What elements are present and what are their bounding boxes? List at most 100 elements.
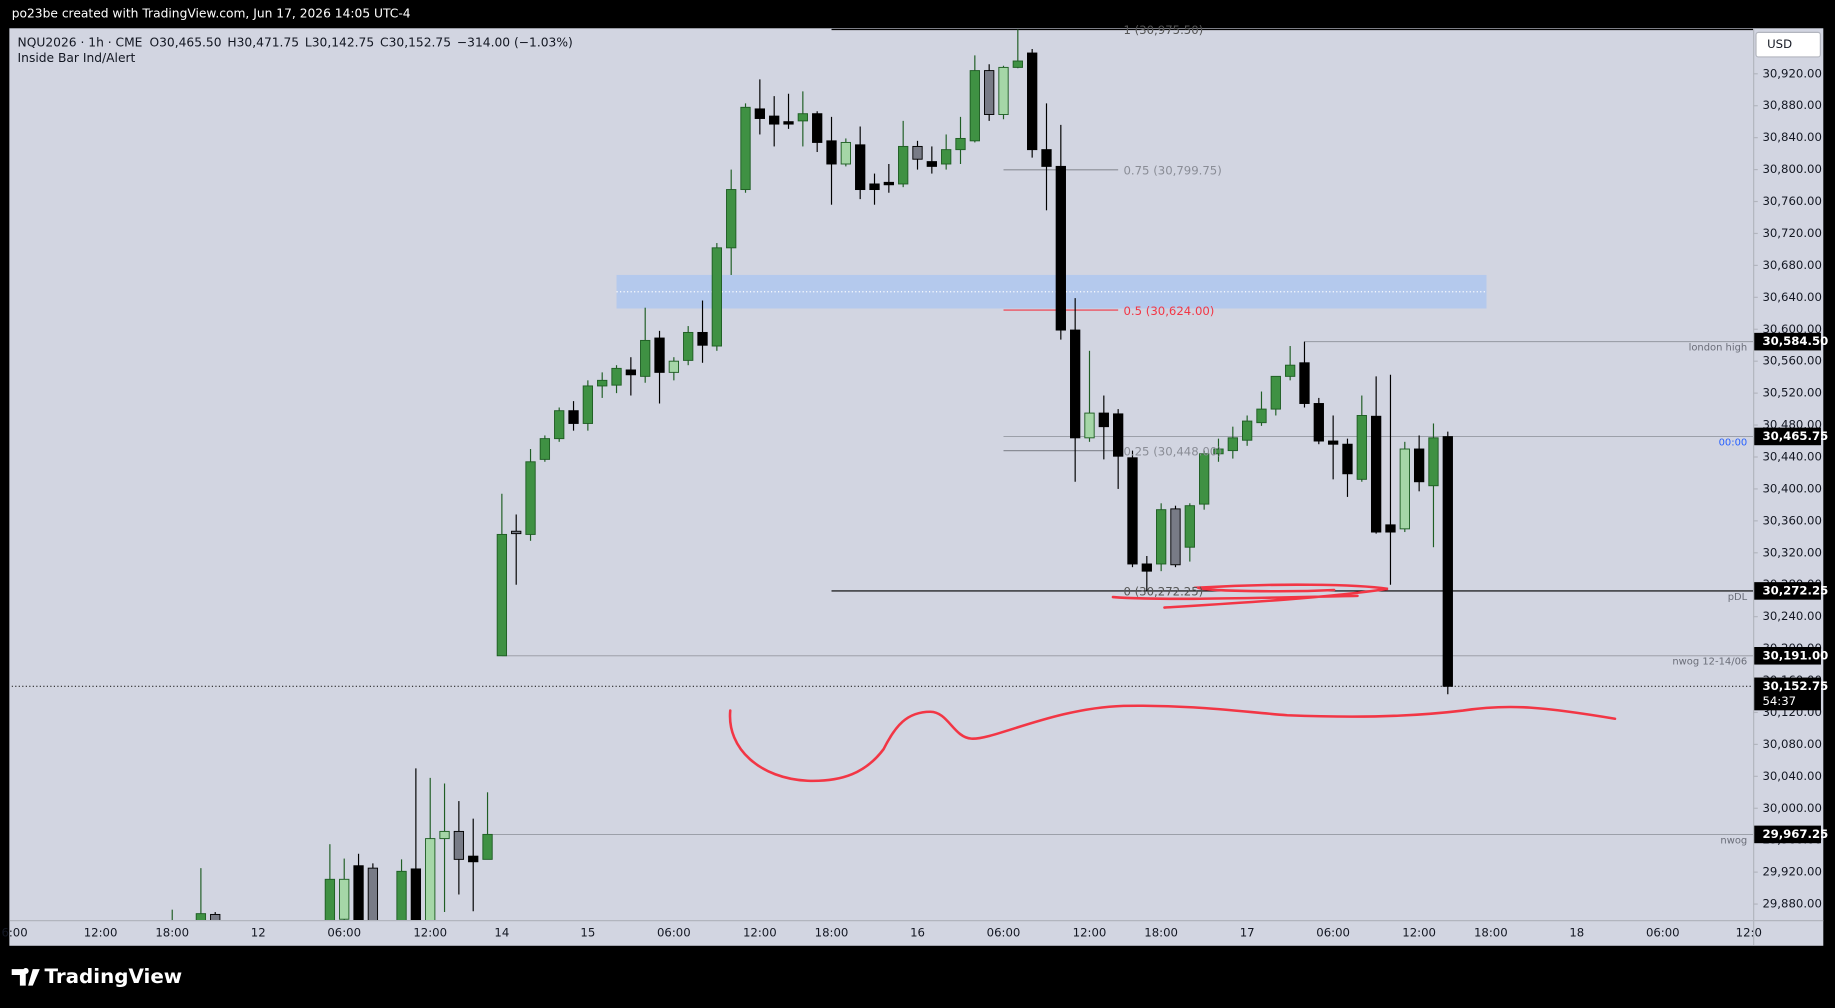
price-tag-box <box>1754 332 1821 351</box>
x-tick-label: 06:00 <box>1316 925 1350 939</box>
candle-body <box>525 461 536 535</box>
x-tick-label: 06:00 <box>987 925 1021 939</box>
level-label: nwog <box>1720 835 1747 846</box>
candle-body <box>1027 52 1038 151</box>
y-tick-label: 30,840.00 <box>1762 130 1821 144</box>
currency-box[interactable] <box>1755 31 1821 58</box>
candle-body <box>683 331 694 361</box>
ohlc-low: L30,142.75 <box>305 35 374 49</box>
symbol: NQU2026 · 1h · CME <box>18 35 143 49</box>
candle-body <box>1342 443 1353 475</box>
freehand-drawing <box>1111 583 1389 609</box>
y-tick-label: 30,360.00 <box>1762 513 1821 527</box>
candle-body <box>941 149 952 165</box>
y-tick-label: 30,600.00 <box>1762 322 1821 336</box>
lines-layer <box>11 28 1754 835</box>
x-tick-label: 18:00 <box>1144 925 1178 939</box>
candle-body <box>1127 457 1138 565</box>
candle-body <box>1284 364 1296 377</box>
y-tick-label: 30,920.00 <box>1762 66 1821 80</box>
labels-layer: london high 00:00 pDL nwog 12-14/06 nwog 1 (3… <box>1123 23 1747 846</box>
x-tick-label: 12:00 <box>743 925 777 939</box>
x-tick-label: 18 <box>1569 925 1584 939</box>
y-tick-label: 30,080.00 <box>1762 737 1821 751</box>
level-label: london high <box>1689 342 1748 353</box>
x-tick-label: 14 <box>494 925 509 939</box>
ohlc-high: H30,471.75 <box>227 35 299 49</box>
brand-name: TradingView <box>44 965 182 988</box>
x-tick-label: 12:00 <box>84 925 118 939</box>
candle-body <box>1184 505 1195 548</box>
candle-body <box>869 183 880 191</box>
candle-body <box>425 838 436 921</box>
candle-body <box>840 141 851 165</box>
candle-body <box>754 108 765 119</box>
candle-body <box>1270 375 1281 410</box>
candle-body <box>1012 60 1023 68</box>
candle-body <box>1041 149 1052 167</box>
candle-body <box>453 830 465 860</box>
candle-body <box>1299 362 1310 404</box>
x-tick-label: 18:00 <box>1474 925 1508 939</box>
currency[interactable]: USD <box>1767 37 1792 51</box>
chart-background <box>9 28 1824 946</box>
candle-body <box>726 189 737 249</box>
candle-body <box>1428 437 1439 487</box>
candle-body <box>912 145 923 160</box>
ohlc-change: −314.00 (−1.03%) <box>457 35 573 49</box>
candle-body <box>482 833 493 860</box>
freehand-drawing <box>728 704 1617 783</box>
candle-body <box>1070 329 1081 439</box>
candle-body <box>468 855 479 863</box>
y-tick-label: 29,880.00 <box>1762 897 1821 911</box>
candle-body <box>998 66 1009 115</box>
candle-body <box>1313 403 1324 442</box>
candle-body <box>1399 448 1410 530</box>
y-tick-label: 30,240.00 <box>1762 609 1821 623</box>
y-tick-label: 30,040.00 <box>1762 769 1821 783</box>
candle-body <box>855 144 866 191</box>
candle-body <box>1442 436 1453 687</box>
candle-body <box>1327 440 1339 445</box>
candle-body <box>554 410 565 440</box>
candle-body <box>1113 413 1124 457</box>
fib-label: 0.5 (30,624.00) <box>1123 304 1214 318</box>
price-tag: 30,465.75 <box>1762 429 1828 443</box>
candle-body <box>1213 448 1224 455</box>
candle-body <box>1141 563 1152 572</box>
candle-body <box>955 137 966 151</box>
candle-body <box>984 70 995 115</box>
y-tick-label: 30,440.00 <box>1762 449 1821 463</box>
y-tick-label: 30,720.00 <box>1762 226 1821 240</box>
x-tick-label: 12:00 <box>1402 925 1436 939</box>
candle-body <box>969 70 980 142</box>
candle-body <box>898 145 909 185</box>
candle-body <box>1413 448 1425 483</box>
brand-logo <box>11 968 40 986</box>
candle-body <box>511 530 522 535</box>
candle-body <box>668 360 680 373</box>
ohlc-open: O30,465.50 <box>149 35 221 49</box>
level-label: 00:00 <box>1719 437 1748 448</box>
candle-body <box>654 337 665 373</box>
x-tick-label: 16 <box>910 925 925 939</box>
candle-body <box>1055 165 1066 331</box>
candle-body <box>539 438 551 460</box>
y-tick-label: 30,640.00 <box>1762 290 1821 304</box>
ohlc-close: C30,152.75 <box>380 35 451 49</box>
y-tick-label: 30,560.00 <box>1762 354 1821 368</box>
candle-body <box>496 533 508 657</box>
candle-body <box>1242 420 1253 441</box>
candle-body <box>883 181 894 186</box>
candle-body <box>410 868 422 921</box>
candle-body <box>640 339 651 377</box>
candle-body <box>812 113 823 143</box>
x-tick-label: 17 <box>1240 925 1255 939</box>
indicator-label[interactable]: Inside Bar Ind/Alert <box>18 51 136 65</box>
x-tick-label: 12:00 <box>1073 925 1107 939</box>
last-price-tag-countdown: 54:37 <box>1762 694 1796 708</box>
y-tick-label: 30,800.00 <box>1762 162 1821 176</box>
y-tick-label: 30,880.00 <box>1762 98 1821 112</box>
y-tick-label: 30,000.00 <box>1762 801 1821 815</box>
